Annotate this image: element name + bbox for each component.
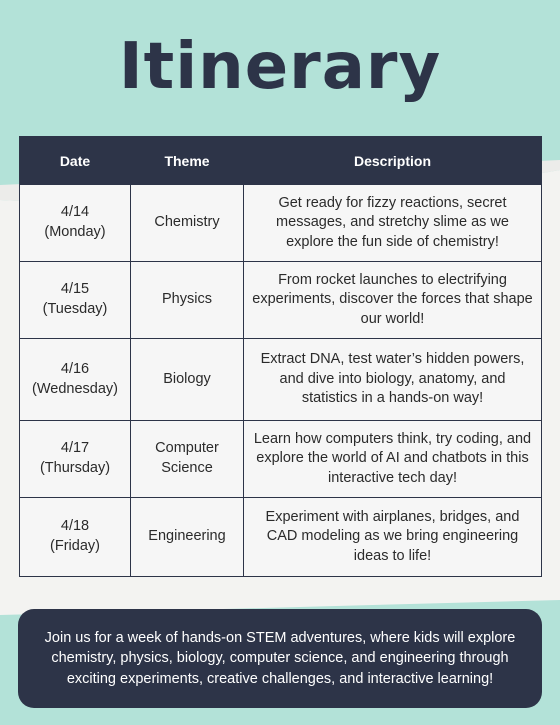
table-row: 4/18 (Friday) Engineering Experiment wit… (19, 497, 542, 577)
day-value: (Thursday) (39, 460, 111, 476)
date-cell: 4/16 (Wednesday) (19, 338, 131, 421)
description-cell: Extract DNA, test water’s hidden powers,… (243, 338, 542, 421)
theme-value-line2: Science (161, 460, 213, 476)
theme-value: Physics (162, 291, 212, 308)
header-date: Date (19, 136, 131, 185)
theme-value: Biology (163, 370, 211, 387)
day-value: (Wednesday) (32, 380, 118, 397)
table-row: 4/14 (Monday) Chemistry Get ready for fi… (19, 184, 542, 262)
description-cell: Experiment with airplanes, bridges, and … (243, 497, 542, 577)
theme-cell: Biology (130, 338, 244, 421)
date-value: 4/18 (60, 518, 90, 535)
theme-cell: Engineering (130, 497, 244, 577)
footer-banner: Join us for a week of hands-on STEM adve… (18, 609, 542, 708)
description-cell: Learn how computers think, try coding, a… (243, 420, 542, 498)
table-row: 4/15 (Tuesday) Physics From rocket launc… (19, 261, 542, 339)
table-header-row: Date Theme Description (19, 136, 542, 185)
itinerary-table: Date Theme Description 4/14 (Monday) Che… (19, 136, 542, 577)
date-cell: 4/17 (Thursday) (19, 420, 131, 498)
date-value: 4/15 (60, 281, 90, 298)
footer-text: Join us for a week of hands-on STEM adve… (44, 629, 516, 687)
description-cell: From rocket launches to electrifying exp… (243, 261, 542, 339)
day-value: (Monday) (44, 224, 106, 240)
date-value: 4/14 (60, 204, 90, 221)
page-title: Itinerary (118, 30, 442, 104)
header-theme: Theme (130, 136, 244, 185)
day-value: (Tuesday) (42, 301, 108, 317)
date-value: 4/16 (60, 360, 90, 377)
header-description: Description (243, 136, 542, 185)
theme-value: Engineering (148, 528, 226, 545)
theme-cell: Physics (130, 261, 244, 339)
table-row: 4/17 (Thursday) Computer Science Learn h… (19, 420, 542, 498)
theme-value: Computer (155, 440, 219, 457)
date-cell: 4/14 (Monday) (19, 184, 131, 262)
date-value: 4/17 (60, 440, 90, 457)
date-cell: 4/18 (Friday) (19, 497, 131, 577)
theme-value: Chemistry (154, 214, 220, 231)
date-cell: 4/15 (Tuesday) (19, 261, 131, 339)
description-cell: Get ready for fizzy reactions, secret me… (243, 184, 542, 262)
table-row: 4/16 (Wednesday) Biology Extract DNA, te… (19, 338, 542, 421)
theme-cell: Computer Science (130, 420, 244, 498)
day-value: (Friday) (50, 538, 100, 554)
theme-cell: Chemistry (130, 184, 244, 262)
